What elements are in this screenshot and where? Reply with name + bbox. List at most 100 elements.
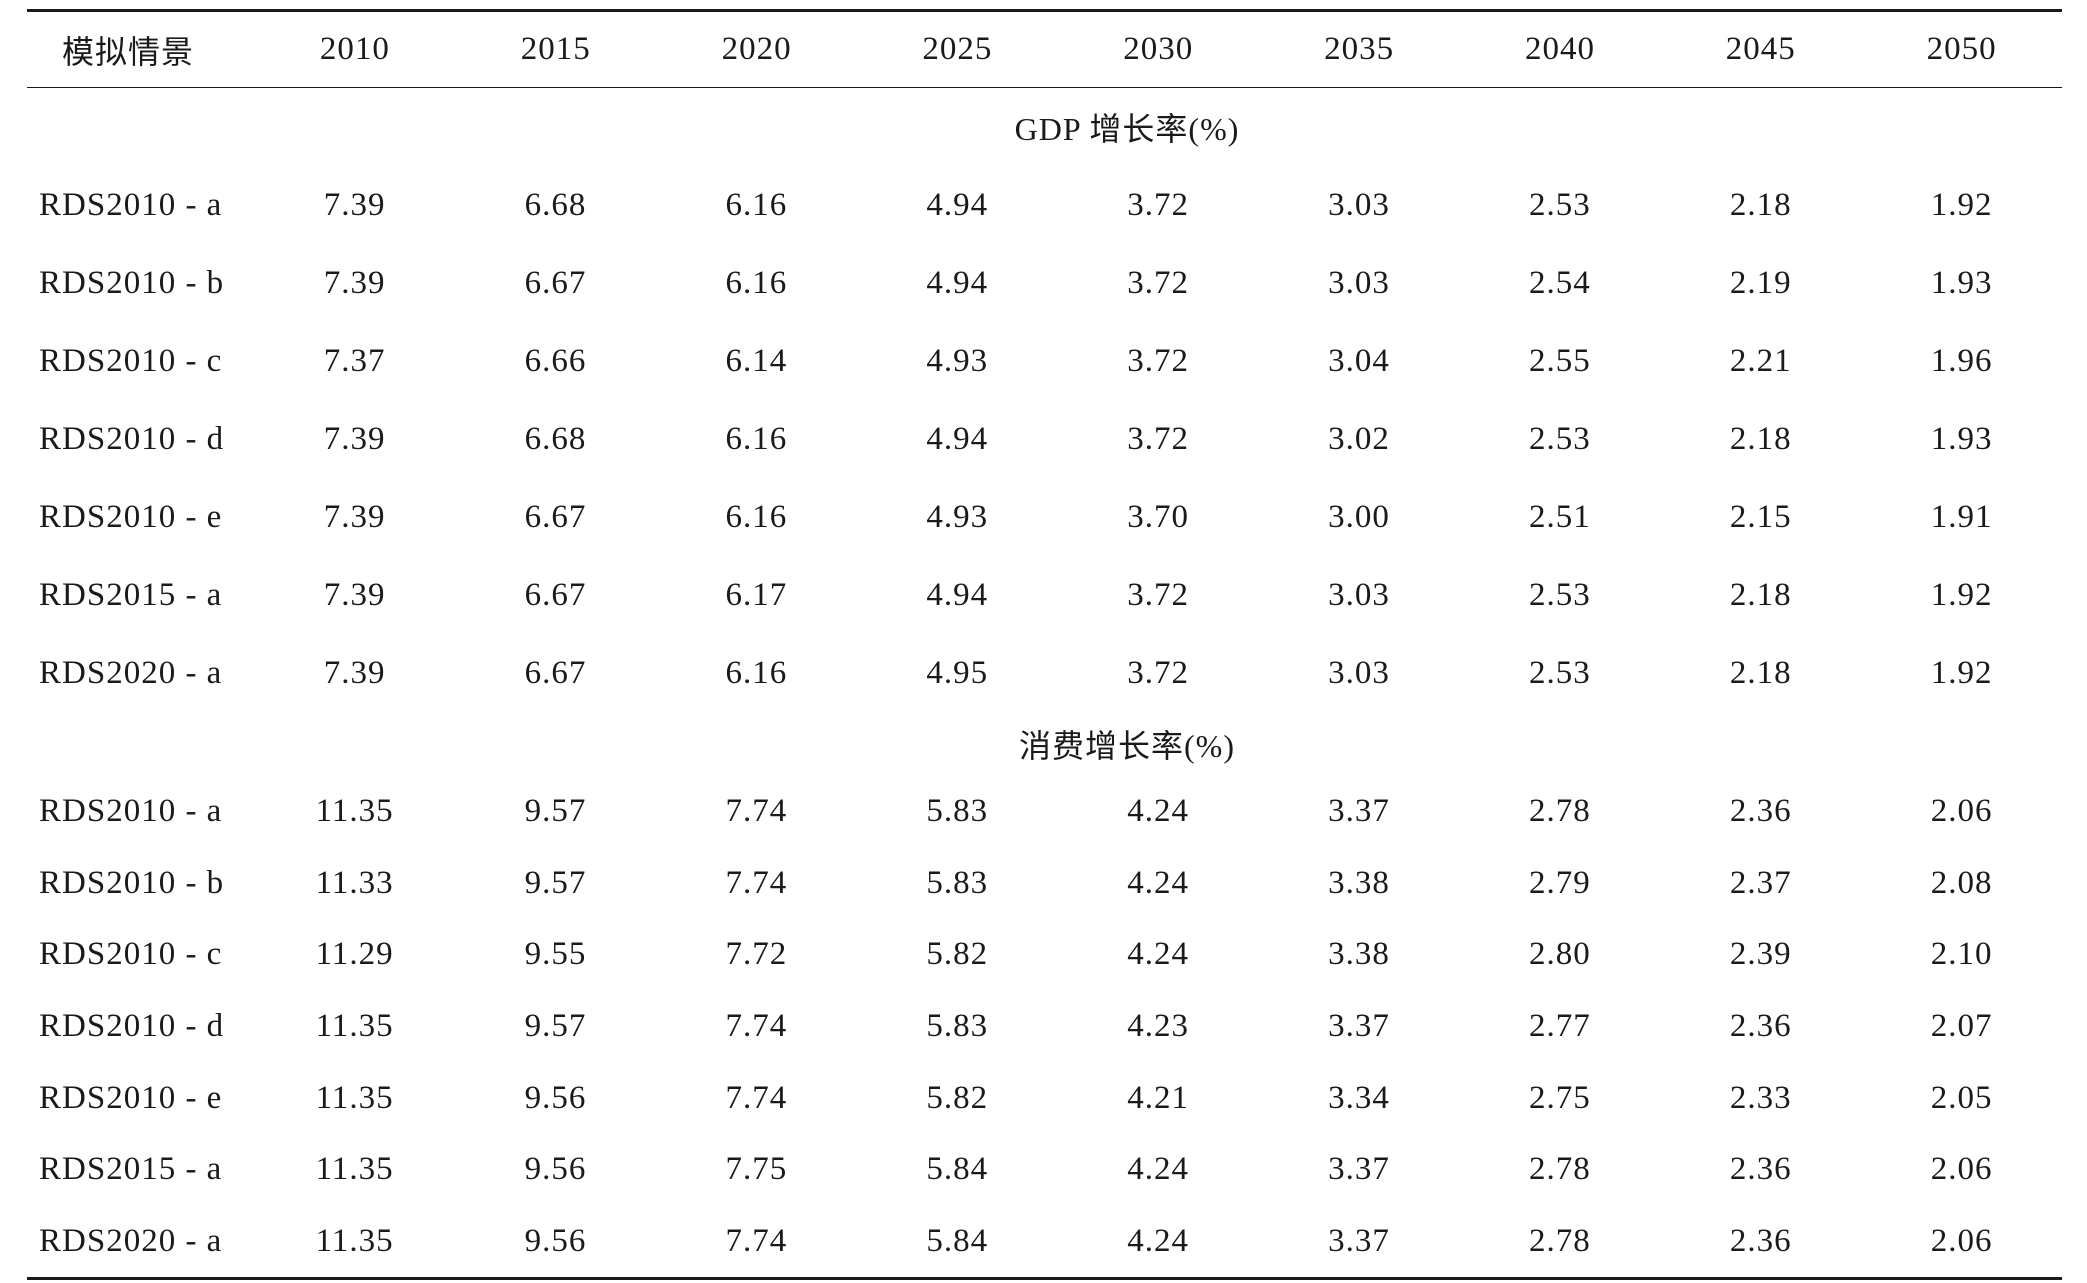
table-cell-value: 2.10	[1930, 936, 1993, 973]
table-cell-value: 2.33	[1729, 1079, 1792, 1116]
table-row: RDS2010 - d 11.35 9.57 7.74 5.83 4.23 3.37 2.77…	[27, 991, 2062, 1063]
data-table: 模拟情景 2010 2015 2020 2025 2030 2035 2040 …	[27, 9, 2062, 1281]
table-cell-value: 4.94	[926, 264, 989, 301]
table-cell-value: 4.24	[1127, 1222, 1189, 1259]
table-cell-value: 2.78	[1529, 1222, 1591, 1259]
table-cell-value: 9.56	[524, 1222, 587, 1259]
table-row: RDS2010 - e 7.39 6.67 6.16 4.93 3.70 3.00 2.51 2…	[27, 478, 2062, 556]
table-cell-value: 6.67	[524, 654, 587, 691]
table-row: RDS2010 - d 7.39 6.68 6.16 4.94 3.72 3.02 2.53 2…	[27, 400, 2062, 478]
table-cell-value: 3.72	[1127, 342, 1189, 379]
table-cell-value: 2.55	[1529, 342, 1591, 379]
table-row: RDS2010 - b 7.39 6.67 6.16 4.94 3.72 3.03 2.54 2…	[27, 244, 2062, 322]
table-cell-value: 7.39	[323, 264, 386, 301]
table-cell-value: 5.83	[926, 864, 989, 901]
table-cell-value: 5.83	[926, 1008, 989, 1045]
row-scenario-label: RDS2010 - c	[39, 936, 223, 973]
header-year: 2050	[1926, 31, 1997, 67]
table-cell-value: 9.56	[524, 1151, 587, 1188]
table-cell-value: 2.53	[1529, 576, 1591, 613]
row-scenario-label: RDS2015 - a	[39, 576, 223, 613]
table-cell-value: 4.21	[1127, 1079, 1189, 1116]
table-cell-value: 2.75	[1529, 1079, 1591, 1116]
table-cell-value: 3.38	[1328, 936, 1390, 973]
table-cell-value: 3.03	[1328, 186, 1390, 223]
table-cell-value: 7.39	[323, 498, 386, 535]
table-row: RDS2015 - a 11.35 9.56 7.75 5.84 4.24 3.37 2.78…	[27, 1134, 2062, 1206]
table-cell-value: 2.80	[1529, 936, 1591, 973]
table-top-rule	[27, 9, 2062, 12]
table-cell-value: 3.72	[1127, 576, 1189, 613]
table-cell-value: 4.94	[926, 186, 989, 223]
table-cell-value: 2.53	[1529, 654, 1591, 691]
table-cell-value: 4.23	[1127, 1008, 1189, 1045]
table-cell-value: 4.95	[926, 654, 989, 691]
table-cell-value: 6.16	[725, 654, 788, 691]
table-cell-value: 3.37	[1328, 1222, 1390, 1259]
table-cell-value: 9.55	[524, 936, 587, 973]
table-cell-value: 6.16	[725, 498, 788, 535]
table-cell-value: 1.92	[1930, 654, 1993, 691]
section-title: GDP 增长率(%)	[1014, 111, 1240, 147]
table-cell-value: 3.04	[1328, 342, 1390, 379]
table-cell-value: 1.93	[1930, 420, 1993, 457]
row-scenario-label: RDS2010 - b	[39, 864, 225, 901]
table-cell-value: 2.51	[1529, 498, 1591, 535]
row-scenario-label: RDS2010 - a	[39, 186, 223, 223]
table-cell-value: 7.75	[725, 1151, 788, 1188]
table-cell-value: 9.56	[524, 1079, 587, 1116]
table-cell-value: 1.93	[1930, 264, 1993, 301]
table-cell-value: 7.72	[725, 936, 788, 973]
table-cell-value: 11.35	[315, 1008, 394, 1045]
table-cell-value: 7.39	[323, 576, 386, 613]
table-cell-value: 2.07	[1930, 1008, 1993, 1045]
table-cell-value: 11.35	[315, 793, 394, 830]
table-cell-value: 4.93	[926, 342, 989, 379]
table-cell-value: 2.53	[1529, 420, 1591, 457]
table-cell-value: 9.57	[524, 1008, 587, 1045]
table-cell-value: 6.67	[524, 264, 587, 301]
table-row: RDS2010 - a 11.35 9.57 7.74 5.83 4.24 3.37 2.78…	[27, 776, 2062, 848]
header-year: 2035	[1324, 31, 1395, 67]
table-cell-value: 2.08	[1930, 864, 1993, 901]
table-cell-value: 11.35	[315, 1222, 394, 1259]
table-cell-value: 11.35	[315, 1151, 394, 1188]
table-cell-value: 2.36	[1729, 793, 1792, 830]
table-cell-value: 6.67	[524, 576, 587, 613]
table-cell-value: 3.03	[1328, 654, 1390, 691]
table-cell-value: 5.83	[926, 793, 989, 830]
table-cell-value: 2.18	[1729, 420, 1792, 457]
table-row: RDS2010 - a 7.39 6.68 6.16 4.94 3.72 3.03 2.53 2…	[27, 166, 2062, 244]
table-cell-value: 7.39	[323, 420, 386, 457]
header-year: 2045	[1725, 31, 1796, 67]
table-cell-value: 11.35	[315, 1079, 394, 1116]
table-header-row: 模拟情景 2010 2015 2020 2025 2030 2035 2040 …	[27, 12, 2062, 87]
table-cell-value: 11.33	[315, 864, 394, 901]
table-cell-value: 3.37	[1328, 1008, 1390, 1045]
table-cell-value: 7.37	[323, 342, 386, 379]
table-cell-value: 5.84	[926, 1151, 989, 1188]
table-cell-value: 2.06	[1930, 793, 1993, 830]
table-cell-value: 2.06	[1930, 1222, 1993, 1259]
table-cell-value: 3.72	[1127, 654, 1189, 691]
table-cell-value: 4.94	[926, 420, 989, 457]
table-cell-value: 3.72	[1127, 264, 1189, 301]
table-cell-value: 2.36	[1729, 1151, 1792, 1188]
table-cell-value: 4.24	[1127, 1151, 1189, 1188]
row-scenario-label: RDS2010 - d	[39, 420, 225, 457]
header-year: 2030	[1123, 31, 1194, 67]
table-cell-value: 3.72	[1127, 186, 1189, 223]
table-cell-value: 3.37	[1328, 1151, 1390, 1188]
table-cell-value: 7.39	[323, 654, 386, 691]
table-cell-value: 6.66	[524, 342, 587, 379]
table-cell-value: 6.68	[524, 420, 587, 457]
header-scenario-label: 模拟情景	[62, 32, 195, 71]
table-cell-value: 3.37	[1328, 793, 1390, 830]
table-cell-value: 3.03	[1328, 264, 1390, 301]
table-bottom-rule	[27, 1277, 2062, 1281]
row-scenario-label: RDS2010 - e	[39, 1079, 223, 1116]
table-cell-value: 2.54	[1529, 264, 1591, 301]
table-cell-value: 6.17	[725, 576, 788, 613]
table-cell-value: 6.67	[524, 498, 587, 535]
header-year: 2025	[922, 31, 993, 67]
